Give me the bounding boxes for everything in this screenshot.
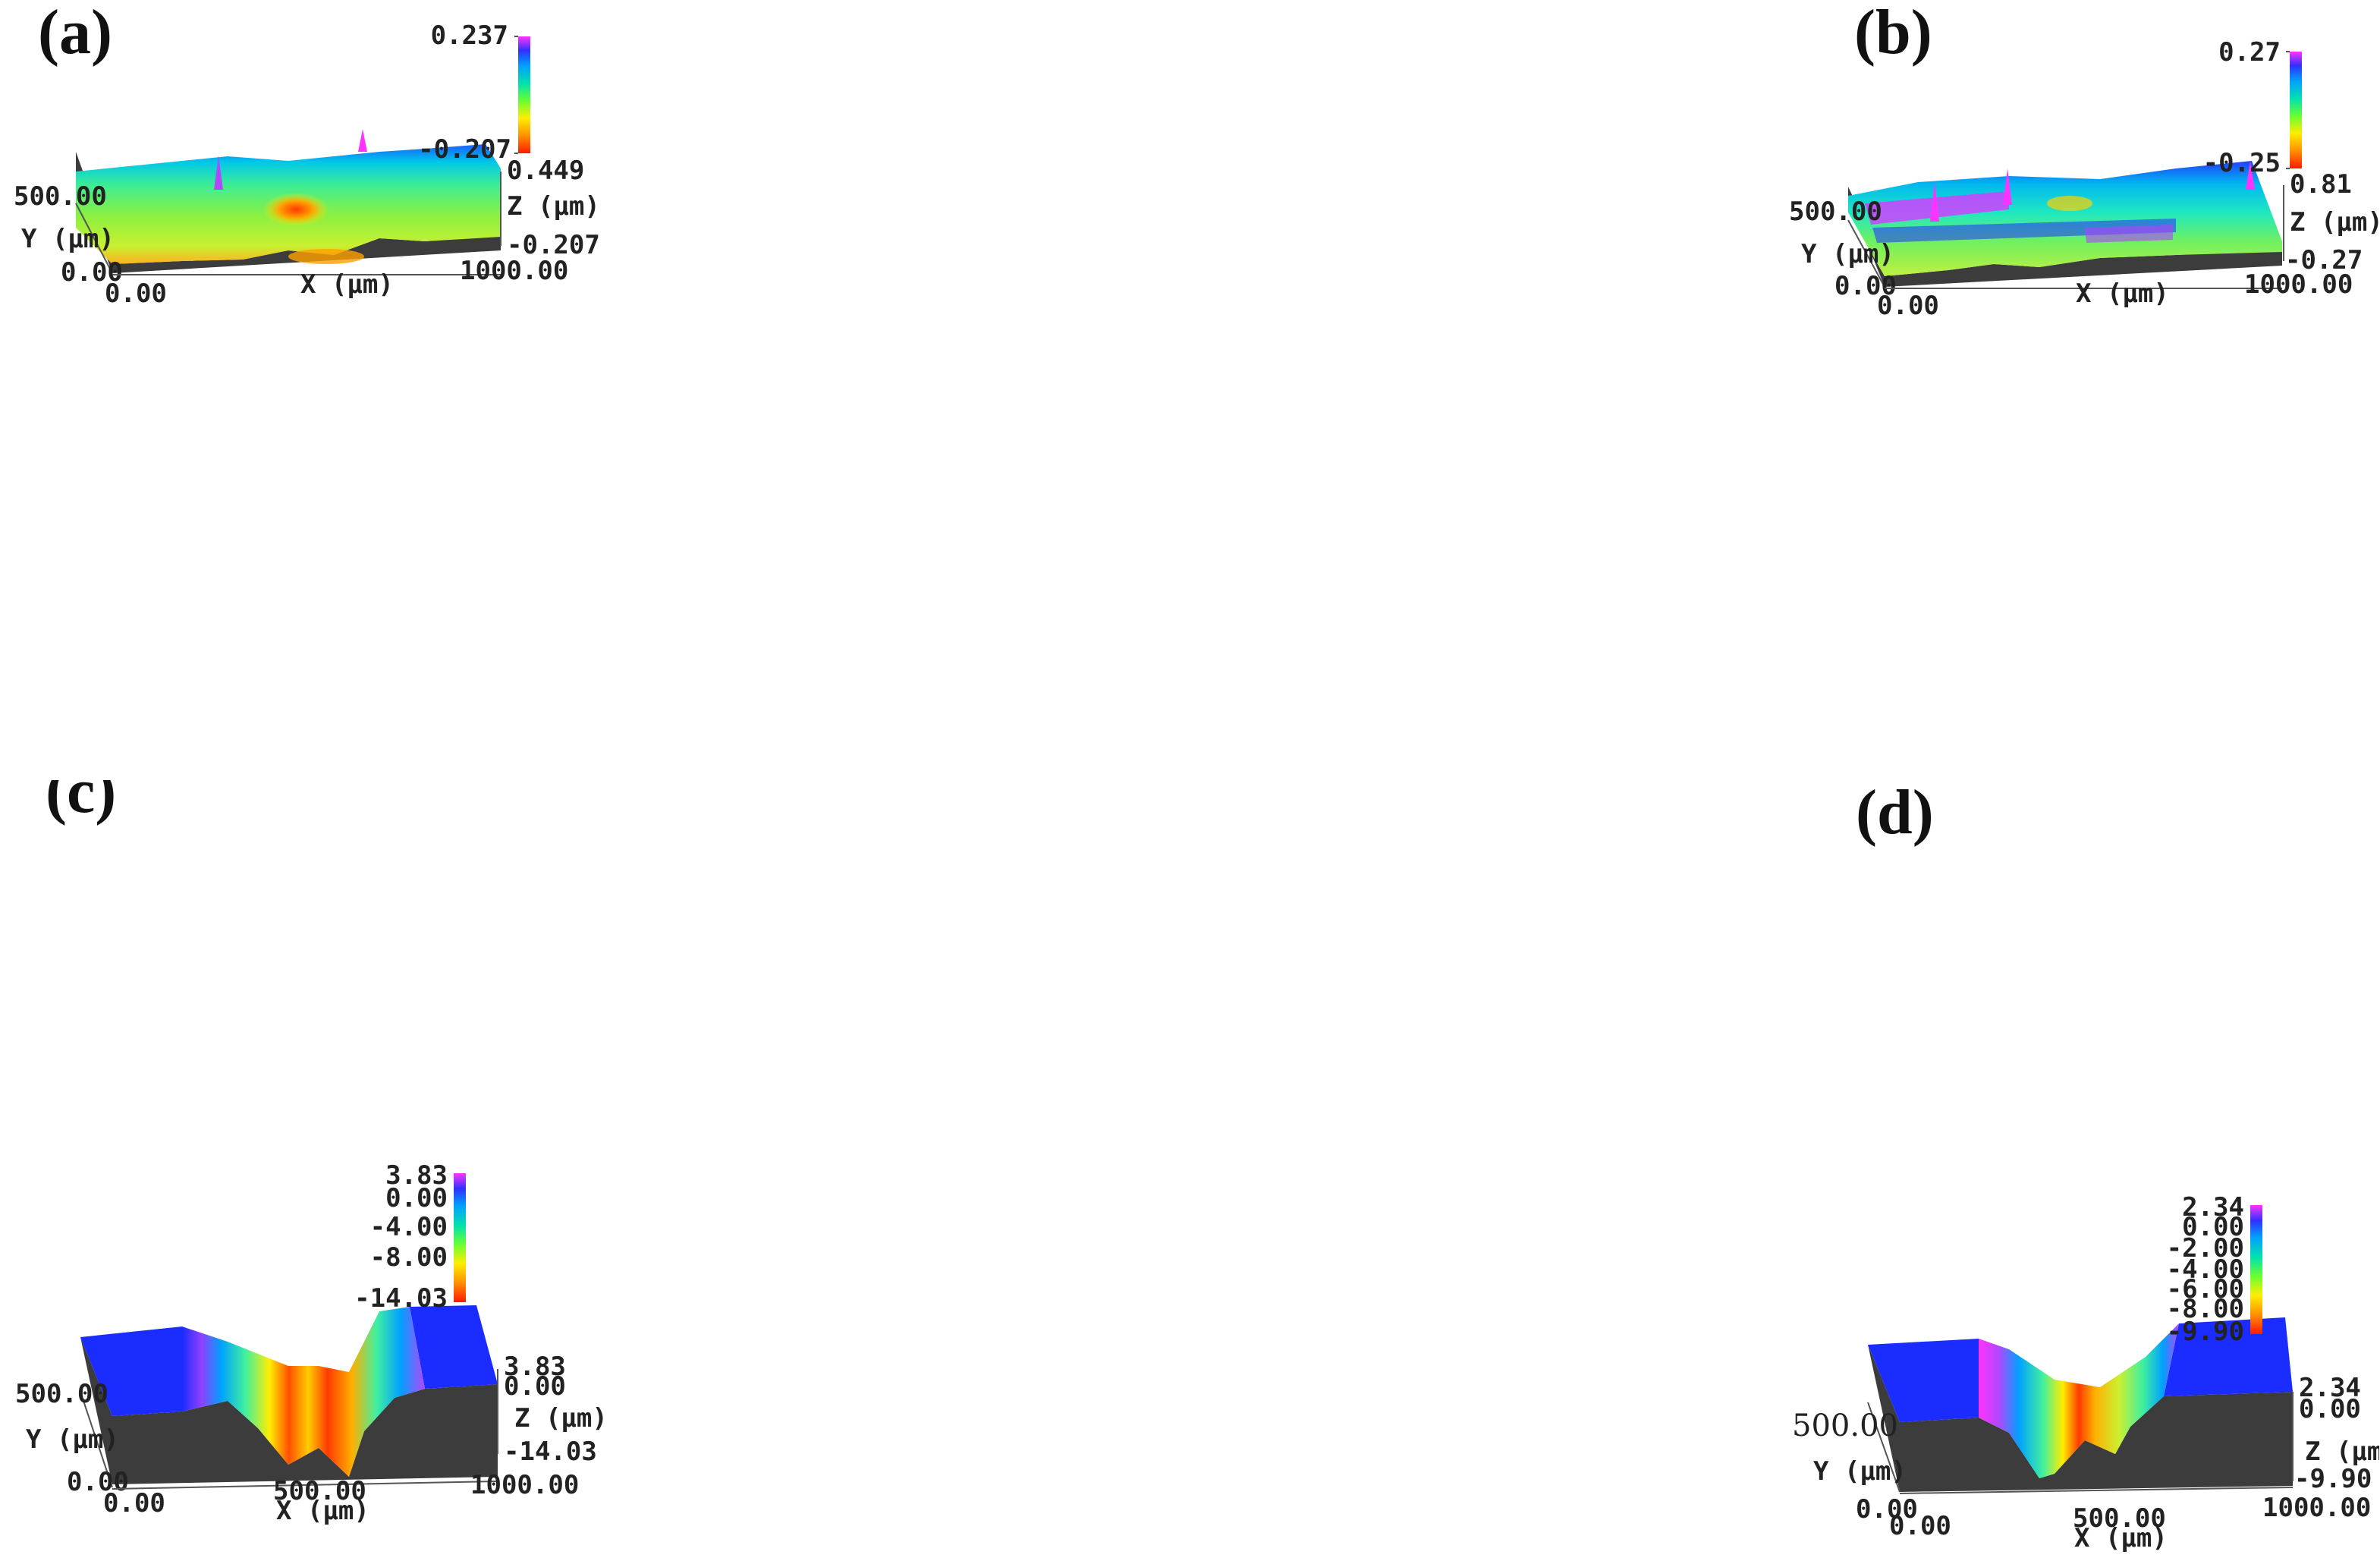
x-axis-label: X (µm): [2074, 1523, 2168, 1553]
trench-surface: [1979, 1323, 2179, 1478]
colorbar-min: -14.03: [354, 1283, 448, 1314]
colorbar-max: 0.27: [2218, 37, 2281, 68]
y-axis-line: [75, 203, 113, 274]
y-axis-line: [1847, 219, 1885, 288]
panel-label: (c): [46, 780, 116, 826]
panel-c-plot: (c) 3.83 0.00 -4.00 -8.00 -14.03 3.83 0.…: [15, 780, 608, 1526]
y-axis-bottom: 0.00: [61, 257, 123, 288]
panel-a: (a) 0.237 -0.207 0.449 Z (µm) -0.207 5: [0, 0, 1190, 780]
colorbar-min: -9.90: [2167, 1317, 2244, 1347]
z-axis-top: 0.81: [2290, 169, 2352, 200]
y-axis-top: 500.00: [14, 181, 107, 212]
z-axis-zero: 0.00: [504, 1371, 566, 1402]
x-axis-end: 1000.00: [2262, 1493, 2371, 1523]
z-axis-top: 0.449: [507, 156, 584, 186]
x-axis-label: X (µm): [276, 1496, 369, 1526]
panel-d: (d) 2.34 0.00 -2.00 -4.00 -6.00 -8.00 -9…: [1190, 780, 2379, 1560]
z-axis-top: 3.83: [504, 1352, 566, 1382]
y-axis-bottom: 0.00: [67, 1467, 129, 1497]
x-axis-mid: 500.00: [2073, 1503, 2166, 1534]
surface-spike: [358, 129, 367, 152]
colorbar-max: 3.83: [385, 1160, 448, 1191]
colorbar-tick: -4.00: [2167, 1254, 2244, 1285]
z-axis-label: Z (µm): [2305, 1437, 2379, 1467]
y-axis-line: [1867, 1402, 1901, 1493]
panel-label: (d): [1856, 780, 1934, 848]
x-axis-end: 1000.00: [460, 256, 568, 286]
y-axis-top: 500.00: [15, 1379, 108, 1409]
colorbar: [518, 36, 530, 153]
colorbar-min: -0.25: [2203, 148, 2281, 178]
panel-b: (b) 0.27 -0.25 0.81 Z (µm) -0.27 500.00 …: [1190, 0, 2379, 780]
colorbar-tick: -6.00: [2167, 1274, 2244, 1305]
surface-spike: [2003, 168, 2012, 205]
base-block: [80, 1337, 498, 1484]
z-axis-bottom: -0.207: [507, 230, 600, 260]
colorbar-tick: -2.00: [2167, 1233, 2244, 1264]
surface-pit: [263, 193, 329, 226]
z-axis-label: Z (µm): [2290, 207, 2379, 238]
colorbar-max: 2.34: [2182, 1192, 2244, 1223]
y-axis-label: Y (µm): [1801, 239, 1894, 269]
colorbar: [2250, 1205, 2262, 1334]
surface-band: [2085, 225, 2173, 243]
colorbar-max: 0.237: [431, 20, 508, 51]
x-axis-line: [112, 1481, 498, 1490]
z-axis-zero: 0.00: [2299, 1394, 2361, 1424]
x-axis-line: [1899, 1487, 2294, 1494]
plateau-left: [1868, 1339, 1994, 1422]
x-axis-label: X (µm): [300, 269, 394, 300]
y-axis-label: Y (µm): [26, 1424, 119, 1455]
panel-d-plot: (d) 2.34 0.00 -2.00 -4.00 -6.00 -8.00 -9…: [1792, 780, 2379, 1553]
plateau-left: [80, 1327, 197, 1416]
y-axis-line: [80, 1391, 113, 1488]
panel-label: (a): [38, 0, 112, 68]
surface-spike: [214, 156, 223, 190]
surface-band: [1872, 219, 2176, 243]
y-axis-top: 500.00: [1792, 1408, 1898, 1443]
x-axis-start: 0.00: [103, 1488, 165, 1519]
panel-label: (b): [1854, 0, 1932, 68]
plateau-right: [410, 1305, 498, 1389]
panel-b-plot: (b) 0.27 -0.25 0.81 Z (µm) -0.27 500.00 …: [1789, 0, 2379, 321]
colorbar: [454, 1173, 466, 1302]
y-axis-label: Y (µm): [21, 224, 115, 254]
panel-c: (c) 3.83 0.00 -4.00 -8.00 -14.03 3.83 0.…: [0, 780, 1190, 1560]
x-axis-end: 1000.00: [470, 1470, 579, 1500]
x-axis-start: 0.00: [1889, 1511, 1951, 1541]
base-block: [1868, 1345, 2293, 1492]
colorbar-min: -0.207: [418, 134, 511, 165]
x-axis-start: 0.00: [1877, 291, 1939, 321]
z-axis-top: 2.34: [2299, 1373, 2361, 1403]
surface: [1848, 161, 2282, 276]
z-axis-label: Z (µm): [507, 191, 600, 222]
colorbar-tick: -8.00: [2167, 1294, 2244, 1324]
z-axis-bottom: -0.27: [2285, 245, 2363, 275]
colorbar: [2290, 52, 2302, 168]
y-axis-label: Y (µm): [1813, 1456, 1907, 1487]
x-axis-mid: 500.00: [273, 1476, 366, 1506]
colorbar-tick: -4.00: [370, 1212, 448, 1242]
y-axis-bottom: 0.00: [1835, 271, 1897, 301]
surface-spot: [2047, 196, 2092, 211]
x-axis-label: X (µm): [2076, 279, 2169, 309]
colorbar-tick: 0.00: [2182, 1212, 2244, 1242]
plateau-right: [2164, 1317, 2293, 1396]
x-axis-start: 0.00: [105, 279, 167, 309]
y-axis-top: 500.00: [1789, 197, 1882, 227]
front-base: [1885, 250, 2282, 287]
z-axis-bottom: -9.90: [2294, 1464, 2372, 1494]
y-axis-bottom: 0.00: [1856, 1494, 1918, 1525]
x-axis-end: 1000.00: [2244, 269, 2353, 300]
surface-spike: [2246, 161, 2255, 190]
surface-edge-spot: [288, 249, 364, 264]
colorbar-tick: 0.00: [385, 1183, 448, 1213]
trench-surface: [182, 1307, 425, 1477]
panel-a-plot: (a) 0.237 -0.207 0.449 Z (µm) -0.207 5: [14, 0, 600, 309]
surface-spike: [1930, 182, 1939, 222]
z-axis-label: Z (µm): [514, 1403, 608, 1434]
z-axis-bottom: -14.03: [504, 1437, 597, 1467]
colorbar-tick: -8.00: [370, 1242, 448, 1273]
